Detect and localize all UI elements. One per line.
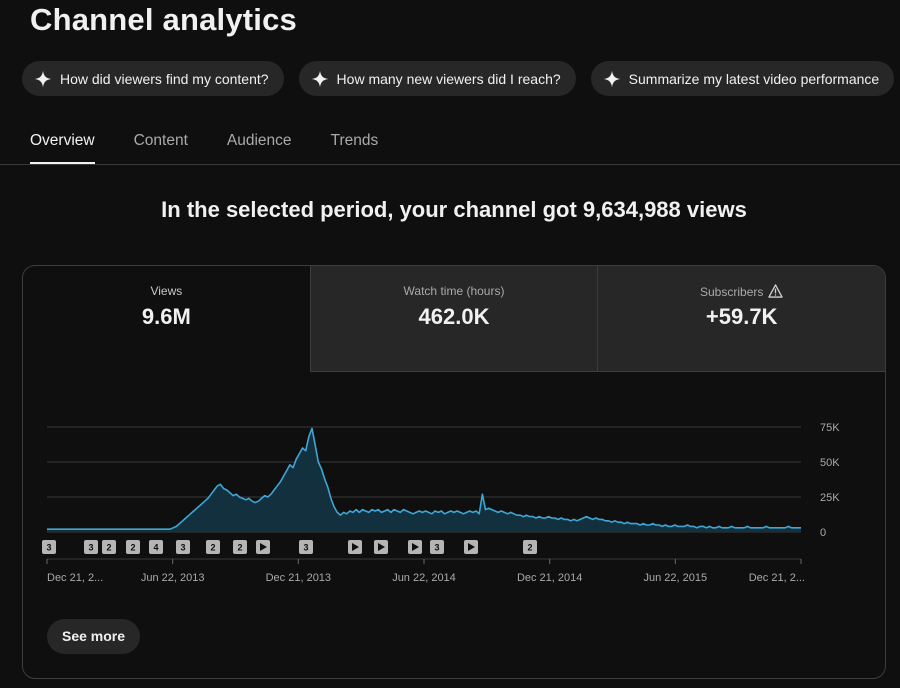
series-area [47,428,801,532]
x-tick-label: Jun 22, 2014 [392,572,456,584]
video-marker-play[interactable] [374,540,388,554]
series-line [47,427,801,530]
views-chart: 75K 50K 25K 0 Dec 21, 2... Jun 22, 2013 Dec 21… [42,422,840,584]
video-marker-count[interactable]: 4 [149,540,163,554]
video-marker-play[interactable] [408,540,422,554]
metric-value: 462.0K [418,304,490,329]
see-more-button[interactable]: See more [47,619,141,654]
marker-box [176,540,190,554]
marker-box [149,540,163,554]
summary-headline: In the selected period, your channel got… [161,197,747,222]
y-tick-label: 75K [820,422,840,434]
marker-count: 3 [180,543,185,553]
marker-box [126,540,140,554]
chip-label: How many new viewers did I reach? [336,70,561,87]
x-tick-label: Dec 21, 2014 [517,572,582,584]
marker-box [233,540,247,554]
tab-content[interactable]: Content [133,132,188,149]
x-tick-label: Dec 21, 2... [749,572,805,584]
play-icon [352,543,359,551]
play-icon [412,543,419,551]
x-tick-label: Dec 21, 2013 [266,572,331,584]
marker-box [102,540,116,554]
chip-summarize-video[interactable]: Summarize my latest video performance [590,61,895,96]
chip-find-content[interactable]: How did viewers find my content? [22,61,284,96]
marker-count: 2 [527,543,532,553]
marker-box [299,540,313,554]
metric-label: Watch time (hours) [403,284,505,298]
analytics-card: 75K 50K 25K 0 Dec 21, 2... Jun 22, 2013 Dec 21… [22,265,886,679]
x-tick-label: Jun 22, 2013 [141,572,205,584]
metric-views[interactable]: Views 9.6M [23,266,310,372]
marker-count: 2 [106,543,111,553]
x-tick-label: Dec 21, 2... [47,572,103,584]
video-marker-count[interactable]: 2 [102,540,116,554]
marker-count: 2 [130,543,135,553]
video-marker-count[interactable]: 3 [84,540,98,554]
video-marker-play[interactable] [464,540,478,554]
metric-watch-time[interactable]: Watch time (hours) 462.0K [309,266,598,372]
y-tick-label: 50K [820,457,840,469]
video-marker-count[interactable]: 2 [206,540,220,554]
marker-count: 4 [153,543,158,553]
tab-trends[interactable]: Trends [330,132,379,149]
metric-value: +59.7K [705,304,778,329]
warning-icon [768,284,784,298]
metric-label: Subscribers [700,285,764,299]
video-marker-count[interactable]: 2 [233,540,247,554]
play-icon [260,543,267,551]
video-marker-count[interactable]: 3 [430,540,444,554]
marker-count: 3 [434,543,439,553]
y-tick-label: 25K [820,492,840,504]
metric-label: Views [150,284,183,298]
marker-box [42,540,56,554]
tab-audience[interactable]: Audience [226,132,292,149]
sparkle-icon [603,70,620,87]
suggestion-chips: How did viewers find my content? How man… [22,61,895,96]
marker-count: 3 [46,543,51,553]
marker-box [523,540,537,554]
sparkle-icon [34,70,52,87]
y-tick-label: 0 [820,527,826,539]
metric-label-wrap: Subscribers [598,284,885,299]
play-icon [378,543,385,551]
tab-overview[interactable]: Overview [30,132,95,164]
metric-subscribers[interactable]: Subscribers +59.7K [597,266,885,372]
video-marker-count[interactable]: 2 [126,540,140,554]
sparkle-icon [311,70,328,87]
video-marker-count[interactable]: 2 [523,540,537,554]
marker-box [430,540,444,554]
tab-divider [0,164,900,165]
marker-count: 2 [210,543,215,553]
chip-label: Summarize my latest video performance [628,70,880,87]
metric-tabs: Views 9.6M Watch time (hours) 462.0K Sub… [23,266,885,372]
video-marker-count[interactable]: 3 [299,540,313,554]
marker-box [84,540,98,554]
video-marker-play[interactable] [348,540,362,554]
chip-label: How did viewers find my content? [60,70,269,87]
metric-value: 9.6M [141,304,191,329]
tab-bar: Overview Content Audience Trends [30,132,417,164]
play-icon [468,543,475,551]
chip-new-viewers[interactable]: How many new viewers did I reach? [298,61,576,96]
page-title: Channel analytics [30,2,297,37]
marker-count: 3 [303,543,308,553]
video-marker-play[interactable] [256,540,270,554]
video-marker-count[interactable]: 3 [42,540,56,554]
marker-count: 3 [88,543,93,553]
marker-box [206,540,220,554]
marker-count: 2 [237,543,242,553]
x-tick-label: Jun 22, 2015 [644,572,708,584]
video-marker-count[interactable]: 3 [176,540,190,554]
